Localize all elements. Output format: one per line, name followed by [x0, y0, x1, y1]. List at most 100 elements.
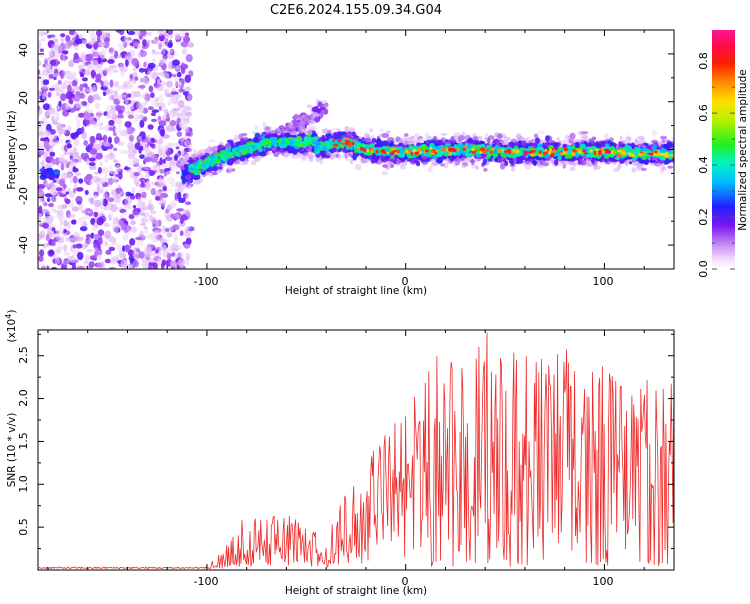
spectral-blob: [250, 160, 257, 166]
spectral-blob: [63, 252, 71, 256]
spectral-blob: [72, 151, 76, 159]
spectral-blob: [184, 228, 189, 233]
spectral-blob: [113, 147, 118, 152]
spectral-blob: [133, 41, 140, 47]
spectral-blob: [62, 50, 68, 55]
spectral-blob: [204, 149, 210, 155]
spectral-blob: [115, 187, 123, 193]
spectral-blob: [319, 106, 326, 111]
spectral-blob: [43, 129, 52, 137]
spectral-blob: [80, 152, 86, 160]
spectral-blob: [39, 137, 48, 142]
spectral-blob: [65, 172, 73, 179]
spectral-blob: [62, 216, 68, 222]
spectral-blob: [38, 54, 46, 58]
spectral-blob: [176, 131, 183, 137]
spectral-blob: [161, 150, 166, 158]
spectral-blob: [110, 51, 116, 56]
spectral-blob: [382, 164, 389, 168]
spectral-blob: [472, 133, 477, 138]
spectral-blob: [88, 236, 95, 245]
spectral-blob: [154, 97, 159, 102]
spectral-blob: [355, 164, 362, 171]
spectral-blob: [38, 205, 43, 214]
spectral-blob: [499, 163, 506, 170]
spectral-blob: [170, 164, 178, 172]
spectral-blob: [126, 103, 134, 110]
spectral-blob: [74, 38, 83, 45]
spectral-blob: [137, 211, 144, 216]
spectral-blob: [38, 40, 42, 49]
spectral-blob: [192, 152, 198, 159]
spectral-blob: [129, 238, 136, 246]
spectral-blob: [113, 94, 118, 100]
spectral-blob: [45, 234, 50, 242]
spectral-blob: [661, 139, 666, 144]
spectral-blob: [105, 249, 112, 255]
spectral-blob: [132, 210, 139, 216]
spectral-blob: [95, 30, 103, 37]
spectral-blob: [71, 206, 79, 212]
spectral-blob: [103, 75, 108, 82]
spectral-blob: [104, 32, 110, 38]
spectral-blob: [183, 121, 188, 130]
spectral-blob: [171, 224, 180, 231]
spectrogram-panel: -100 0 100 -40 -20 0 20 40 Height of str…: [6, 29, 675, 297]
spectral-blob: [142, 39, 147, 47]
spectral-blob: [137, 31, 142, 37]
spectral-blob: [108, 119, 115, 126]
spectral-blob: [142, 76, 146, 82]
spectral-blob: [76, 265, 85, 269]
spectral-blob: [120, 223, 128, 231]
spectral-blob: [483, 167, 488, 172]
spectral-blob: [624, 136, 632, 142]
spectral-blob: [127, 93, 132, 98]
spectral-blob: [43, 202, 48, 207]
spectral-blob: [284, 125, 291, 130]
spectral-blob: [71, 86, 79, 92]
spectral-blob: [141, 261, 149, 269]
spectral-blob: [170, 200, 177, 209]
spectral-blob: [79, 226, 88, 232]
spectral-blob: [87, 41, 94, 45]
spectral-blob: [131, 226, 137, 234]
spectral-blob: [323, 104, 329, 108]
spectral-blob: [159, 157, 163, 166]
spectral-blob: [166, 112, 170, 120]
spectral-blob: [152, 262, 158, 269]
spectral-blob: [138, 67, 145, 73]
spectral-blob: [167, 34, 174, 39]
spectral-blob: [38, 199, 43, 204]
spectral-blob: [124, 121, 132, 128]
spectral-blob: [151, 99, 157, 107]
spectral-blob: [159, 168, 165, 174]
spectral-blob: [156, 78, 161, 86]
spectral-blob: [671, 137, 674, 141]
spectral-blob: [39, 48, 44, 53]
spectral-blob: [145, 134, 151, 142]
spectral-blob: [95, 133, 102, 140]
spectral-blob: [184, 140, 193, 148]
spectral-blob: [38, 255, 44, 262]
spectral-blob: [116, 141, 125, 146]
spectral-blob: [89, 197, 95, 205]
spectral-blob: [95, 112, 103, 117]
spectral-blob: [138, 251, 145, 259]
spectral-blob: [97, 56, 102, 65]
spectral-blob: [94, 247, 100, 256]
spectral-blob: [68, 99, 74, 105]
spectral-blob: [153, 51, 162, 55]
spectral-blob: [44, 193, 53, 198]
spectral-blob: [81, 77, 88, 82]
spectral-blob: [134, 76, 139, 81]
spectral-blob: [147, 62, 156, 69]
spectral-blob: [180, 35, 188, 40]
spectral-blob: [102, 80, 109, 88]
spectral-blob: [123, 129, 129, 133]
spectral-blob: [51, 206, 56, 213]
spectral-blob: [181, 49, 188, 55]
spectral-blob: [75, 100, 83, 109]
spectral-blob: [619, 135, 623, 140]
spectral-blob: [108, 126, 114, 131]
spectral-blob: [166, 176, 175, 184]
